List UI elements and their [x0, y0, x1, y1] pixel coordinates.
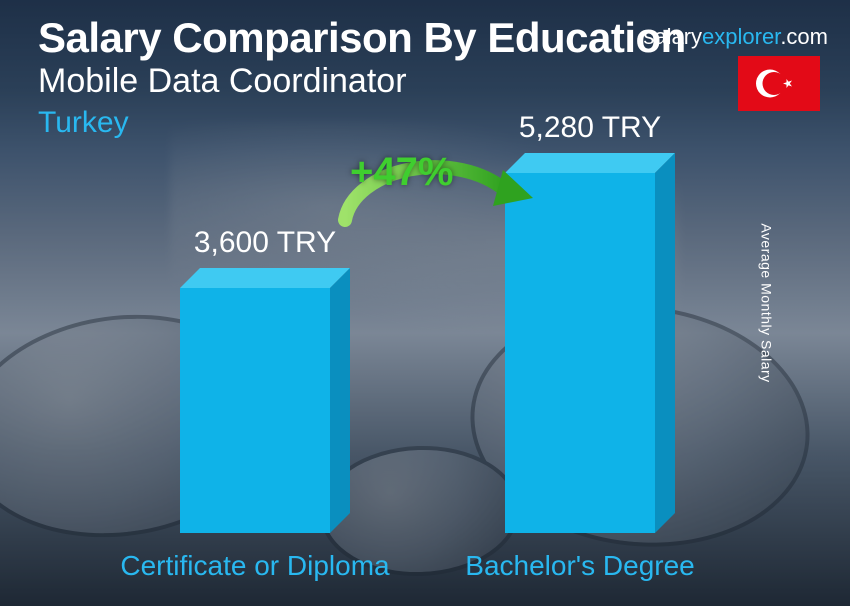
brand-mid: explorer [702, 24, 780, 49]
country-label: Turkey [38, 106, 129, 140]
bar-category-label: Certificate or Diploma [95, 550, 415, 582]
bar-category-label: Bachelor's Degree [420, 550, 740, 582]
page-subtitle: Mobile Data Coordinator [38, 62, 407, 101]
page-title: Salary Comparison By Education [38, 14, 686, 62]
bar [180, 268, 350, 533]
brand-prefix: salary [643, 24, 702, 49]
brand-logo: salaryexplorer.com [643, 24, 828, 50]
brand-suffix: .com [780, 24, 828, 49]
bar-value-label: 5,280 TRY [440, 111, 740, 145]
percent-change-label: +47% [350, 150, 453, 195]
country-flag-icon [738, 56, 820, 111]
